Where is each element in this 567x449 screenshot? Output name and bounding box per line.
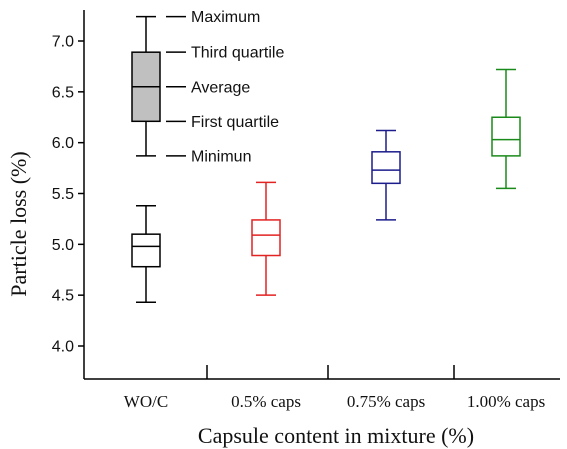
box-1-00-caps [491,68,521,190]
legend-label-average: Average [191,79,250,96]
y-tick-label: 6.5 [52,84,74,101]
box-0-75-caps [371,129,401,221]
y-tick-label: 7.0 [52,34,74,51]
y-axis-title: Particle loss (%) [6,151,31,296]
box-wo-c [131,204,161,304]
y-tick-label: 4.5 [52,288,74,305]
legend-label-max: Maximum [191,9,260,26]
legend: Maximum Third quartile Average First quarti… [131,9,284,165]
y-tick-label: 4.0 [52,339,74,356]
legend-example-box [131,15,161,157]
y-tick-label: 5.5 [52,186,74,203]
iqr-box [251,219,281,257]
x-tick-label: 0.75% caps [347,392,425,411]
legend-label-q1: First quartile [191,114,279,131]
x-tick-label: 0.5% caps [231,392,301,411]
iqr-box [371,151,401,185]
y-ticks: 4.0 4.5 5.0 5.5 6.0 6.5 7.0 [52,34,84,356]
iqr-box [131,233,161,268]
x-ticks: WO/C 0.5% caps 0.75% caps 1.00% caps [124,365,545,411]
legend-label-q3: Third quartile [191,45,284,62]
axes [83,10,560,380]
x-axis-title: Capsule content in mixture (%) [198,423,474,448]
legend-label-min: Minimun [191,148,251,165]
iqr-box [491,116,521,157]
boxes [131,68,521,304]
y-tick-label: 6.0 [52,135,74,152]
box-0-5-caps [251,181,281,296]
x-tick-label: 1.00% caps [467,392,545,411]
x-tick-label: WO/C [124,392,168,411]
y-tick-label: 5.0 [52,237,74,254]
